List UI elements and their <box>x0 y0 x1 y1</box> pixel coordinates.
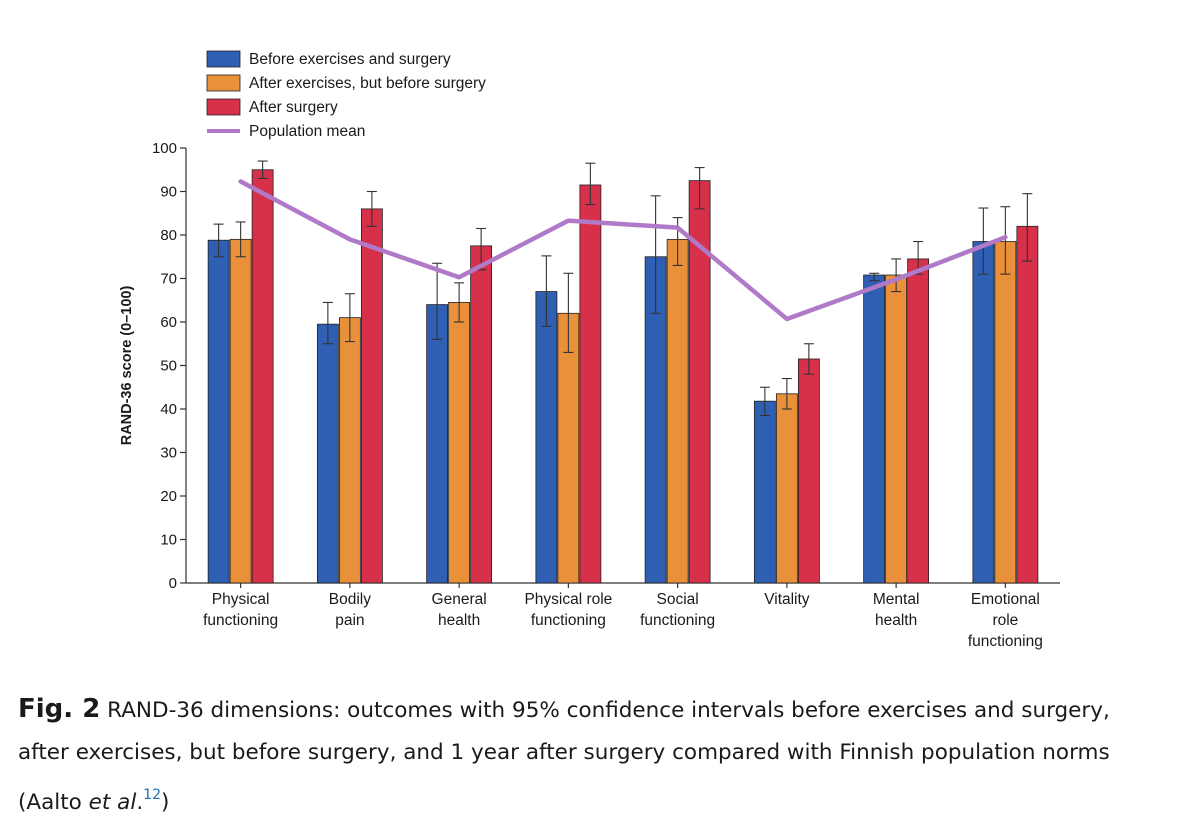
bar-s1-c5 <box>775 393 798 584</box>
y-tick-label-100: 100 <box>152 140 177 157</box>
x-tick-label-1-0: Bodily <box>329 591 371 608</box>
x-tick-label-1-1: pain <box>335 612 364 629</box>
legend-label-2: After surgery <box>249 99 338 116</box>
y-tick-label-0: 0 <box>169 575 177 592</box>
bar-s0-c0 <box>207 239 230 584</box>
caption-line-1: RAND-36 dimensions: outcomes with 95% co… <box>107 698 1110 723</box>
x-tick-label-6-1: health <box>875 612 917 629</box>
bar-s1-c1 <box>338 317 361 584</box>
bar-s1-c4 <box>666 238 689 584</box>
legend-label-1: After exercises, but before surgery <box>249 75 486 92</box>
y-tick-label-40: 40 <box>160 401 177 418</box>
bar-s2-c2 <box>470 245 493 584</box>
x-tick-label-7-0: Emotional <box>971 591 1040 608</box>
bar-s2-c1 <box>360 208 383 584</box>
y-tick-label-70: 70 <box>160 271 177 288</box>
bar-s2-c3 <box>579 184 602 584</box>
legend-swatch-0 <box>206 50 241 68</box>
y-axis-label: RAND-36 score (0–100) <box>119 286 135 446</box>
population-mean-series <box>238 179 1008 322</box>
caption-line-2: after exercises, but before surgery, and… <box>18 740 1110 765</box>
bar-s0-c5 <box>753 400 776 584</box>
x-tick-label-7-1: role <box>992 612 1018 629</box>
caption-et-al: et al <box>88 790 137 815</box>
x-tick-label-7-2: functioning <box>968 633 1043 650</box>
chart-area: 0 10 20 30 40 50 60 70 80 90 100 RAND-36 score (0–1… <box>119 50 1060 650</box>
bar-s1-c0 <box>229 238 252 584</box>
x-tick-label-0-1: functioning <box>203 612 278 629</box>
x-tick-label-4-0: Social <box>657 591 699 608</box>
x-tick-label-6-0: Mental <box>873 591 920 608</box>
x-tick-label-3-0: Physical role <box>524 591 612 608</box>
bar-s1-c6 <box>885 274 908 584</box>
legend: Before exercises and surgery After exerci… <box>206 50 486 140</box>
x-tick-label-2-0: General <box>432 591 487 608</box>
caption-dot: . <box>136 790 144 815</box>
bar-s0-c6 <box>863 274 886 584</box>
bar-s1-c2 <box>448 302 471 584</box>
figure-label: Fig. 2 <box>18 694 101 724</box>
figure-caption: Fig. 2 RAND-36 dimensions: outcomes with… <box>18 688 1188 824</box>
y-tick-label-10: 10 <box>160 532 177 549</box>
axes: 0 10 20 30 40 50 60 70 80 90 100 RAND-36 score (0–1… <box>119 140 1060 650</box>
x-tick-label-4-1: functioning <box>640 612 715 629</box>
bar-s2-c5 <box>797 358 820 584</box>
bar-s1-c3 <box>557 312 580 584</box>
x-tick-label-5-0: Vitality <box>764 591 810 608</box>
y-tick-label-50: 50 <box>160 358 177 375</box>
legend-label-mean: Population mean <box>249 123 365 140</box>
caption-line-3-post: ) <box>160 790 170 815</box>
y-tick-label-60: 60 <box>160 314 177 331</box>
legend-swatch-1 <box>206 74 241 92</box>
error-bars <box>213 160 1033 417</box>
y-tick-label-90: 90 <box>160 184 177 201</box>
population-mean-line <box>238 179 1008 322</box>
x-tick-label-2-1: health <box>438 612 480 629</box>
bar-s0-c1 <box>316 323 339 584</box>
bar-s2-c6 <box>907 258 930 584</box>
bar-s1-c7 <box>994 241 1017 584</box>
x-tick-label-0-0: Physical <box>212 591 270 608</box>
caption-line-3-pre: (Aalto <box>18 790 89 815</box>
legend-swatch-2 <box>206 98 241 116</box>
x-tick-label-3-1: functioning <box>531 612 606 629</box>
bar-s2-c0 <box>251 169 274 584</box>
y-tick-label-30: 30 <box>160 445 177 462</box>
legend-label-0: Before exercises and surgery <box>249 51 451 68</box>
bar-s0-c2 <box>426 304 449 584</box>
y-tick-label-80: 80 <box>160 227 177 244</box>
bar-s0-c3 <box>535 291 558 584</box>
bar-s0-c7 <box>972 241 995 584</box>
y-tick-label-20: 20 <box>160 488 177 505</box>
bar-chart: 0 10 20 30 40 50 60 70 80 90 100 RAND-36 score (0–1… <box>119 50 1060 650</box>
reference-link[interactable]: 12 <box>143 787 161 803</box>
bar-s2-c7 <box>1016 225 1039 584</box>
